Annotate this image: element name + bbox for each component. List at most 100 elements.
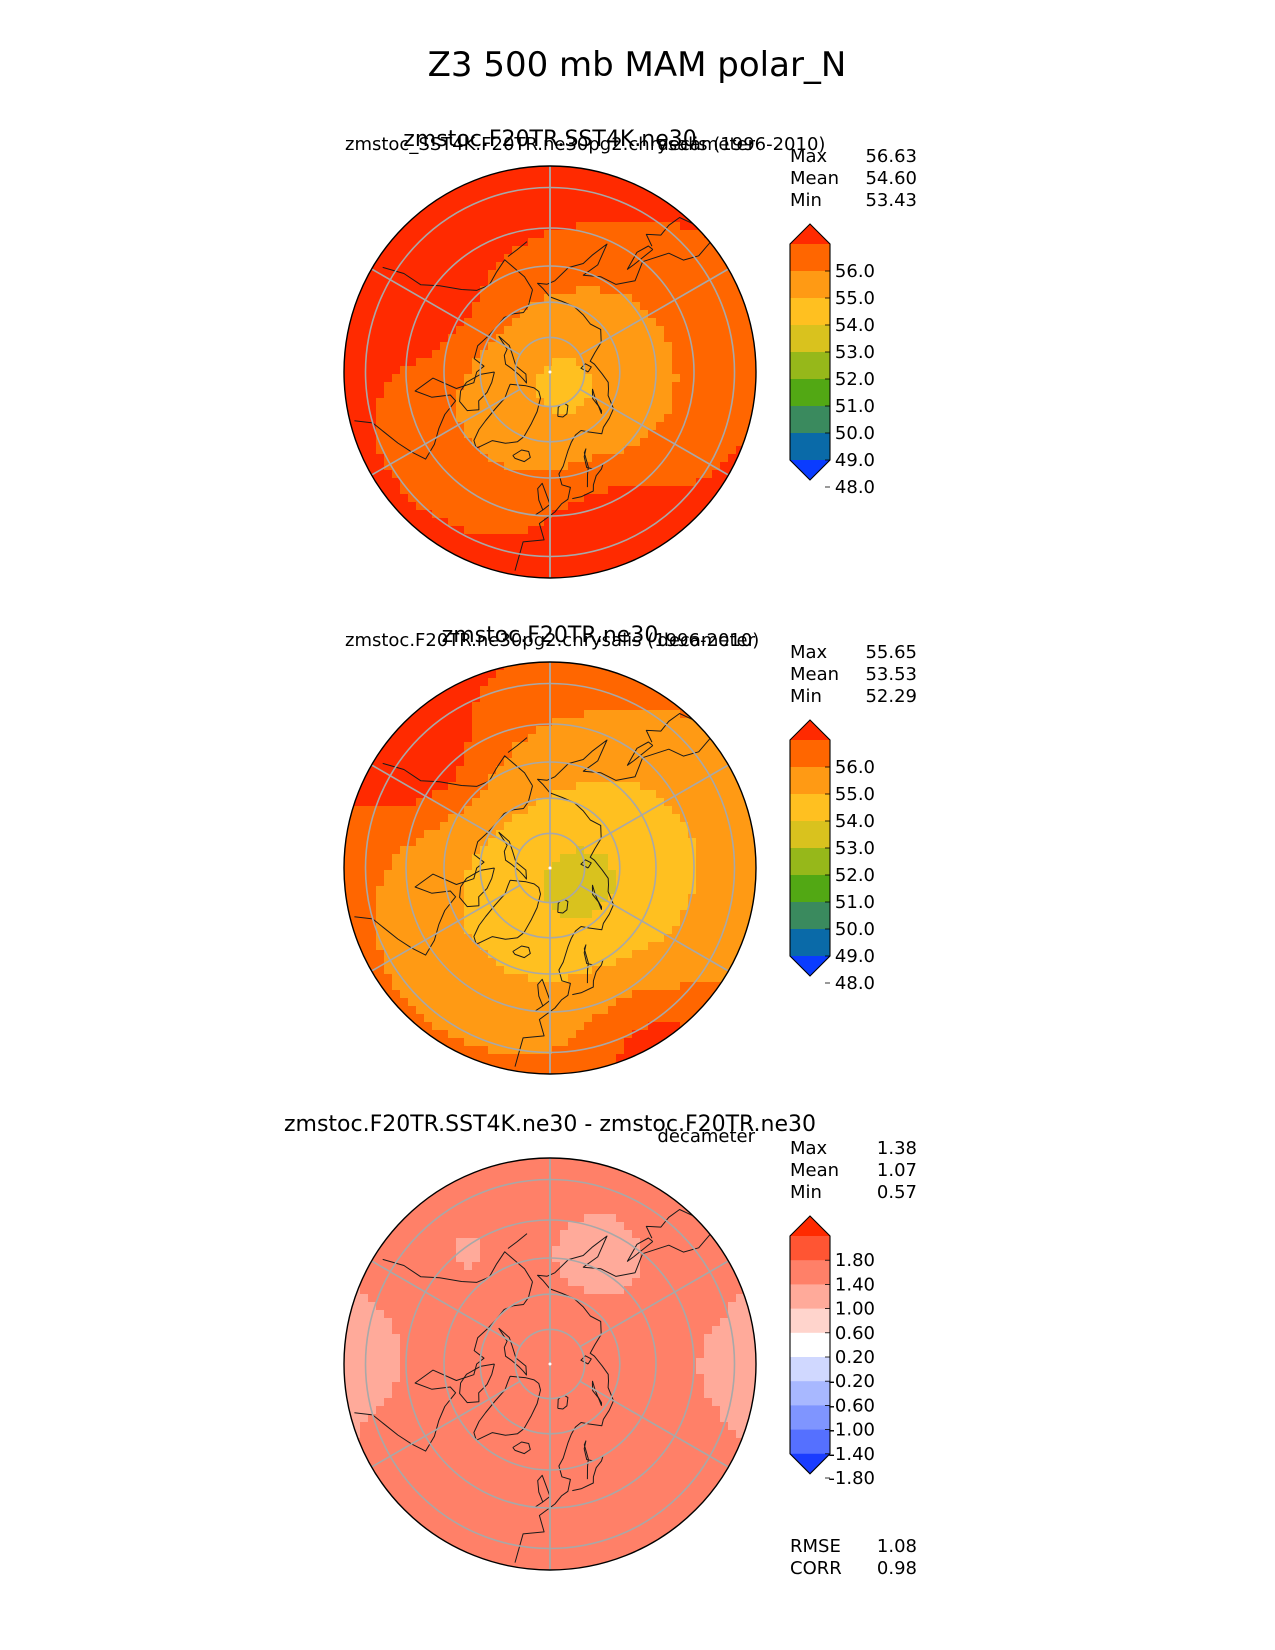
contour-cell [632, 1006, 641, 1015]
contour-cell [560, 366, 569, 375]
contour-cell [480, 166, 489, 175]
contour-cell [552, 430, 561, 439]
contour-cell [624, 750, 633, 759]
contour-cell [472, 334, 481, 343]
contour-cell [736, 374, 745, 383]
contour-cell [360, 870, 369, 879]
contour-cell [616, 974, 625, 983]
contour-cell [520, 230, 529, 239]
contour-cell [544, 358, 553, 367]
contour-cell [488, 686, 497, 695]
contour-cell [664, 998, 673, 1007]
contour-cell [608, 1014, 617, 1023]
contour-cell [408, 990, 417, 999]
contour-cell [664, 246, 673, 255]
contour-cell [584, 758, 593, 767]
contour-cell [392, 358, 401, 367]
contour-cell [560, 662, 569, 671]
contour-cell [536, 806, 545, 815]
contour-cell [448, 686, 457, 695]
contour-cell [720, 798, 729, 807]
contour-cell [544, 790, 553, 799]
contour-cell [544, 454, 553, 463]
contour-cell [520, 366, 529, 375]
contour-cell [584, 326, 593, 335]
contour-cell [432, 1014, 441, 1023]
contour-cell [464, 990, 473, 999]
contour-cell [536, 774, 545, 783]
contour-cell [664, 262, 673, 271]
contour-cell [512, 238, 521, 247]
contour-cell [504, 246, 513, 255]
contour-cell [584, 942, 593, 951]
contour-cell [424, 854, 433, 863]
contour-cell [728, 422, 737, 431]
contour-cell [640, 494, 649, 503]
contour-cell [496, 310, 505, 319]
contour-cell [528, 1246, 537, 1255]
contour-cell [512, 982, 521, 991]
contour-cell [464, 246, 473, 255]
contour-cell [456, 462, 465, 471]
contour-cell [400, 246, 409, 255]
contour-cell [704, 454, 713, 463]
contour-cell [528, 838, 537, 847]
contour-cell [464, 878, 473, 887]
contour-cell [480, 486, 489, 495]
contour-cell [352, 806, 361, 815]
contour-cell [528, 334, 537, 343]
coastline [557, 898, 569, 914]
contour-cell [416, 254, 425, 263]
contour-cell [576, 758, 585, 767]
contour-cell [656, 1014, 665, 1023]
contour-cell [640, 438, 649, 447]
contour-cell [696, 926, 705, 935]
contour-cell [552, 294, 561, 303]
contour-cell [560, 1190, 569, 1199]
contour-cell [576, 830, 585, 839]
contour-cell [416, 790, 425, 799]
contour-cell [568, 182, 577, 191]
contour-cell [384, 974, 393, 983]
contour-cell [440, 422, 449, 431]
contour-cell [472, 974, 481, 983]
contour-cell [352, 854, 361, 863]
contour-cell [632, 534, 641, 543]
contour-cell [496, 174, 505, 183]
contour-cell [552, 798, 561, 807]
contour-cell [544, 342, 553, 351]
contour-cell [600, 942, 609, 951]
contour-cell [456, 998, 465, 1007]
contour-cell [640, 462, 649, 471]
contour-cell [552, 374, 561, 383]
contour-cell [736, 846, 745, 855]
contour-cell [672, 1006, 681, 1015]
contour-cell [696, 302, 705, 311]
contour-cell [520, 830, 529, 839]
contour-cell [464, 934, 473, 943]
contour-cell [632, 518, 641, 527]
contour-cell [504, 406, 513, 415]
contour-cell [624, 782, 633, 791]
contour-cell [648, 950, 657, 959]
contour-cell [544, 302, 553, 311]
contour-cell [552, 694, 561, 703]
contour-cell [552, 974, 561, 983]
contour-cell [680, 718, 689, 727]
contour-cell [480, 526, 489, 535]
contour-cell [528, 934, 537, 943]
contour-cell [480, 766, 489, 775]
contour-cell [384, 350, 393, 359]
contour-cell [608, 1158, 617, 1167]
contour-cell [616, 198, 625, 207]
contour-cell [728, 846, 737, 855]
contour-cell [424, 454, 433, 463]
contour-cell [656, 1190, 665, 1199]
contour-cell [544, 1230, 553, 1239]
contour-cell [448, 334, 457, 343]
contour-cell [528, 670, 537, 679]
contour-cell [720, 278, 729, 287]
contour-cell [664, 926, 673, 935]
contour-cell [624, 542, 633, 551]
contour-cell [600, 518, 609, 527]
